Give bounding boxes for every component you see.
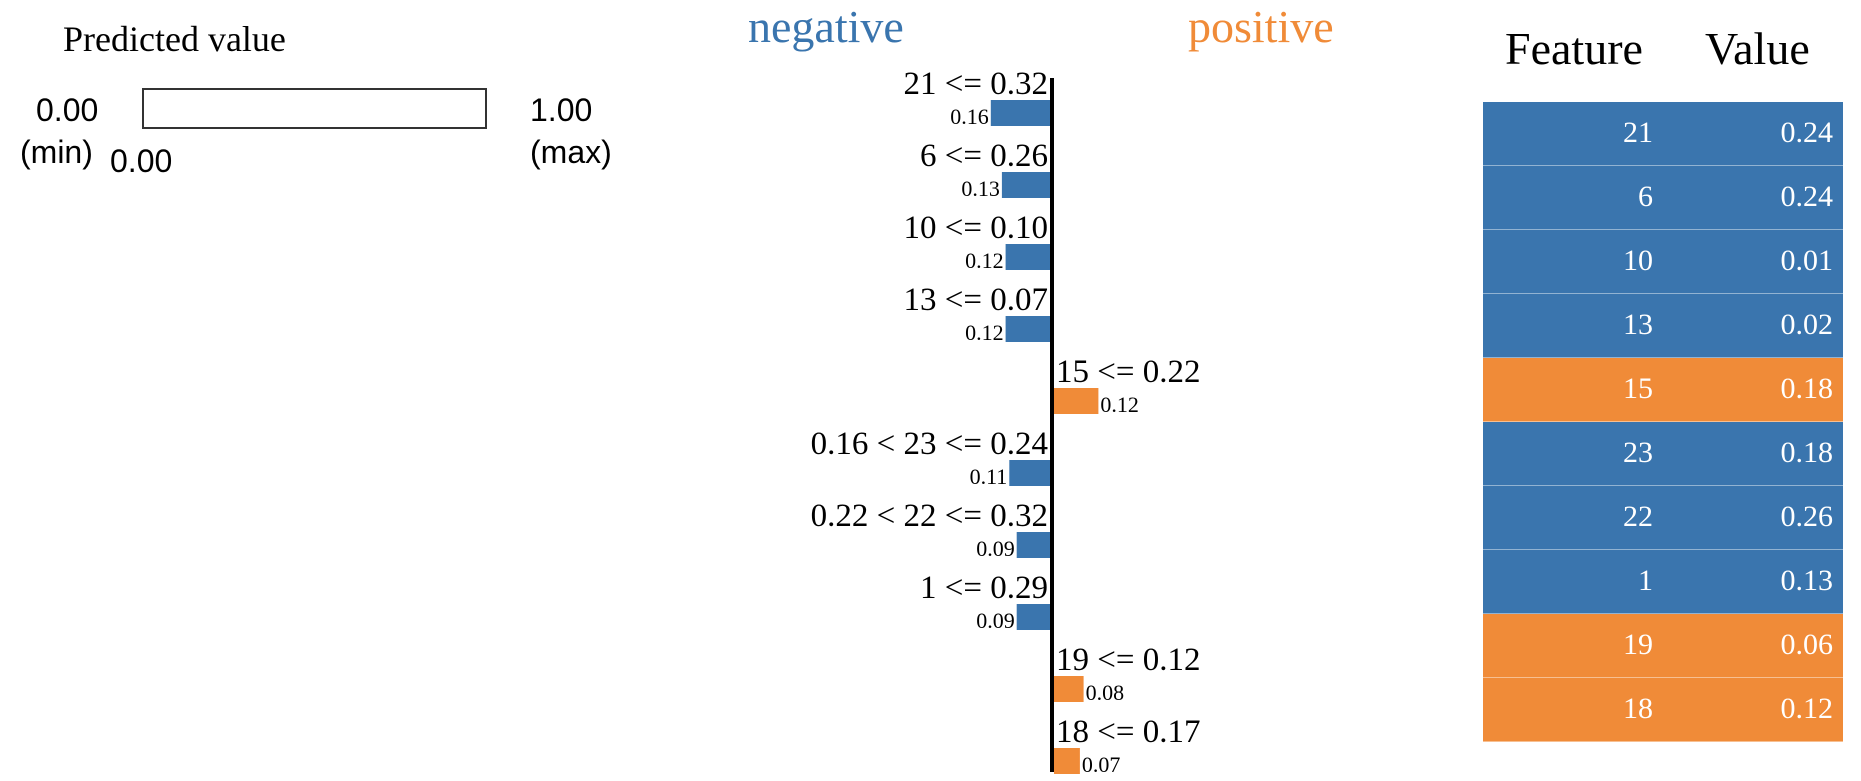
- bar-negative: [1001, 172, 1050, 198]
- table-row: 19 0.06: [1483, 614, 1843, 678]
- feature-cell: 19: [1623, 628, 1653, 661]
- feature-cell: 22: [1623, 500, 1653, 533]
- bar-negative: [990, 100, 1050, 126]
- feature-cell: 1: [1638, 564, 1653, 597]
- legend-negative: negative: [748, 1, 904, 52]
- bar-label: 15 <= 0.22: [1056, 354, 1200, 390]
- feature-cell: 18: [1623, 692, 1653, 725]
- bar-value-label: 0.11: [970, 464, 1008, 489]
- bar-negative: [1005, 316, 1050, 342]
- value-cell: 0.12: [1780, 692, 1834, 725]
- bar-negative: [1009, 460, 1050, 486]
- max-label: (max): [530, 134, 612, 170]
- bar-label: 13 <= 0.07: [904, 282, 1048, 318]
- feature-value-table: 21 0.24 6 0.24 10 0.01 13 0.02 15 0.18 23 0.18 22 0.2…: [1483, 102, 1843, 742]
- bar-label: 6 <= 0.26: [920, 138, 1048, 174]
- table-header-feature: Feature: [1505, 23, 1643, 74]
- bar-value-label: 0.12: [965, 248, 1004, 273]
- value-cell: 0.02: [1780, 308, 1834, 341]
- bar-positive: [1054, 748, 1080, 774]
- bar-label: 18 <= 0.17: [1056, 714, 1200, 750]
- bar-label: 0.22 < 22 <= 0.32: [811, 498, 1048, 534]
- table-row: 18 0.12: [1483, 678, 1843, 742]
- value-cell: 0.18: [1780, 372, 1834, 405]
- legend-positive: positive: [1188, 1, 1334, 52]
- table-row: 23 0.18: [1483, 422, 1843, 486]
- predicted-value-number: 0.00: [110, 143, 173, 179]
- bar-value-label: 0.07: [1082, 752, 1121, 777]
- min-label: (min): [20, 134, 93, 170]
- bar-positive: [1054, 388, 1099, 414]
- bar-value-label: 0.12: [965, 320, 1004, 345]
- value-cell: 0.13: [1780, 564, 1834, 597]
- table-row: 15 0.18: [1483, 358, 1843, 422]
- bar-label: 21 <= 0.32: [904, 66, 1048, 102]
- bar-positive: [1054, 676, 1084, 702]
- feature-cell: 15: [1623, 372, 1653, 405]
- value-cell: 0.24: [1780, 116, 1834, 149]
- bar-value-label: 0.16: [950, 104, 989, 129]
- min-value: 0.00: [36, 92, 99, 128]
- table-row: 21 0.24: [1483, 102, 1843, 166]
- table-row: 6 0.24: [1483, 166, 1843, 230]
- bar-label: 10 <= 0.10: [904, 210, 1048, 246]
- max-value: 1.00: [530, 92, 593, 128]
- bar-label: 19 <= 0.12: [1056, 642, 1200, 678]
- bar-value-label: 0.09: [976, 608, 1015, 633]
- bar-value-label: 0.09: [976, 536, 1015, 561]
- bar-label: 0.16 < 23 <= 0.24: [811, 426, 1048, 462]
- feature-cell: 23: [1623, 436, 1653, 469]
- bar-value-label: 0.13: [961, 176, 1000, 201]
- bar-value-label: 0.08: [1086, 680, 1125, 705]
- bar-negative: [1016, 532, 1050, 558]
- bar-value-label: 0.12: [1100, 392, 1139, 417]
- bar-negative: [1016, 604, 1050, 630]
- value-cell: 0.01: [1780, 244, 1834, 277]
- value-cell: 0.06: [1780, 628, 1834, 661]
- table-header-value: Value: [1705, 23, 1810, 74]
- value-cell: 0.24: [1780, 180, 1834, 213]
- feature-cell: 6: [1638, 180, 1653, 213]
- feature-cell: 13: [1623, 308, 1653, 341]
- value-cell: 0.18: [1780, 436, 1834, 469]
- table-row: 13 0.02: [1483, 294, 1843, 358]
- bar-label: 1 <= 0.29: [920, 570, 1048, 606]
- table-row: 1 0.13: [1483, 550, 1843, 614]
- table-row: 10 0.01: [1483, 230, 1843, 294]
- feature-cell: 21: [1623, 116, 1653, 149]
- value-cell: 0.26: [1780, 500, 1834, 533]
- table-row: 22 0.26: [1483, 486, 1843, 550]
- predicted-value-bar: [142, 88, 487, 129]
- feature-cell: 10: [1623, 244, 1653, 277]
- predicted-value-title: Predicted value: [63, 19, 286, 59]
- bar-negative: [1005, 244, 1050, 270]
